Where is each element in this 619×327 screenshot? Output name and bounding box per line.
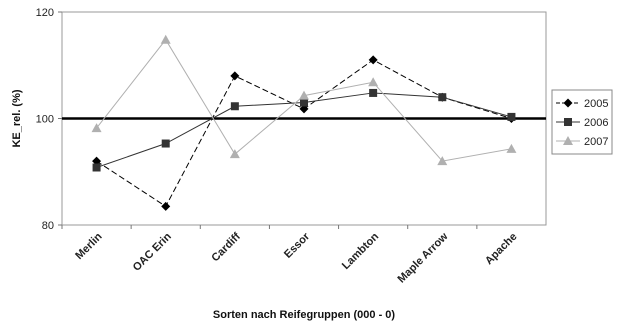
data-point-2006 [369, 88, 378, 97]
data-point-2006 [438, 93, 447, 102]
data-point-2007 [229, 149, 240, 159]
legend-label-2007: 2007 [584, 136, 608, 148]
x-tick-label: Essor [282, 230, 313, 261]
legend: 2005 2006 2007 [551, 89, 613, 155]
x-axis-labels: Merlin OAC Erin Cardiff Essor Lambton Maple A… [61, 225, 520, 286]
legend-marker-2005 [563, 98, 573, 108]
data-point-2005 [368, 55, 378, 65]
x-tick-label: OAC Erin [131, 230, 174, 273]
data-point-2007 [160, 34, 171, 44]
data-point-2005 [230, 71, 240, 81]
data-point-2006 [300, 98, 308, 107]
legend-marker-2006 [564, 118, 572, 126]
legend-label-2006: 2006 [584, 117, 608, 129]
y-tick-label: 80 [42, 220, 54, 232]
legend-label-2005: 2005 [584, 98, 608, 110]
y-axis-title: KE_rel. (%) [11, 89, 23, 147]
data-point-2007 [91, 123, 102, 133]
x-tick-label: Cardiff [209, 230, 243, 264]
x-tick-label: Apache [483, 231, 520, 268]
y-axis: 80 100 120 [36, 7, 62, 232]
data-point-2007 [299, 90, 309, 100]
data-point-2006 [92, 163, 101, 172]
x-axis-title: Sorten nach Reifegruppen (000 - 0) [213, 309, 395, 321]
data-point-2007 [368, 77, 379, 87]
data-point-2006 [161, 139, 170, 148]
x-tick-label: Lambton [340, 230, 382, 272]
x-tick-label: Maple Arrow [396, 230, 451, 285]
legend-marker-2007 [563, 136, 573, 145]
data-point-2005 [299, 104, 309, 114]
data-point-2007 [437, 156, 448, 166]
data-point-2007 [506, 143, 517, 153]
data-point-2006 [230, 102, 239, 111]
series-layer [91, 34, 517, 211]
y-tick-label: 120 [36, 7, 54, 19]
data-point-2005 [92, 156, 102, 166]
y-tick-label: 100 [36, 114, 54, 126]
data-point-2006 [507, 112, 516, 121]
x-tick-label: Merlin [73, 230, 105, 262]
data-point-2005 [161, 201, 171, 211]
